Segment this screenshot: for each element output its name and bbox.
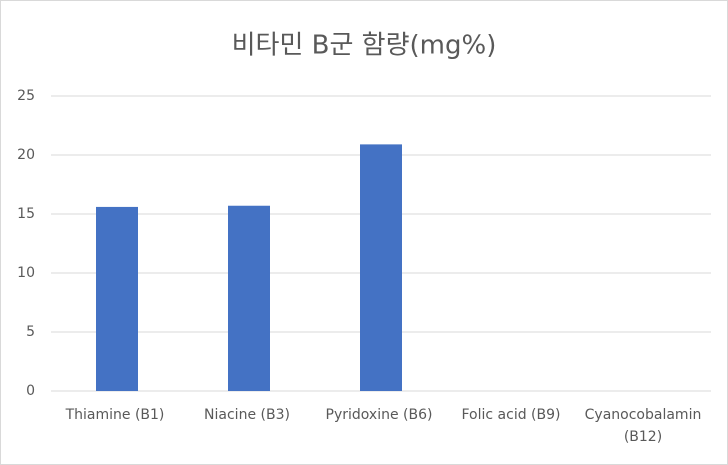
y-tick-label: 25 bbox=[17, 88, 35, 104]
bar bbox=[360, 144, 402, 391]
y-tick-label: 10 bbox=[17, 265, 35, 281]
x-tick-label: Thiamine (B1) bbox=[65, 407, 165, 423]
x-tick-label: Pyridoxine (B6) bbox=[325, 407, 433, 423]
y-tick-label: 20 bbox=[17, 147, 35, 163]
x-tick-label: Folic acid (B9) bbox=[461, 407, 561, 423]
x-tick-label: Niacine (B3) bbox=[204, 407, 290, 423]
bar bbox=[228, 205, 270, 391]
x-tick-label: Cyanocobalamin (B12) bbox=[584, 407, 702, 445]
bar bbox=[96, 206, 138, 391]
y-tick-label: 0 bbox=[26, 383, 35, 399]
y-tick-label: 5 bbox=[26, 324, 35, 340]
chart-title: 비타민 B군 함량(mg%) bbox=[232, 31, 497, 61]
y-tick-label: 15 bbox=[17, 206, 35, 222]
